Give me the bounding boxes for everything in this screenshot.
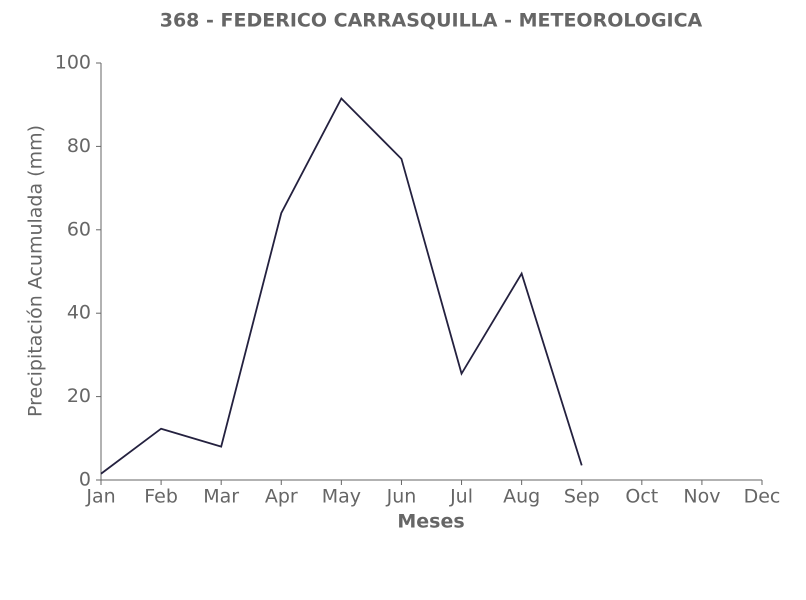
x-tick-label: Apr	[265, 486, 298, 508]
x-axis-label: Meses	[397, 511, 464, 533]
x-tick-label: Nov	[683, 486, 720, 508]
y-tick-label: 40	[67, 302, 91, 324]
y-tick-label: 60	[67, 218, 91, 240]
x-tick-label: Sep	[564, 486, 600, 508]
x-tick-label: Aug	[503, 486, 540, 508]
x-tick-label: Jul	[449, 486, 473, 508]
x-tick-label: Jun	[386, 486, 417, 508]
y-tick-label: 0	[79, 469, 91, 491]
y-tick-label: 100	[55, 52, 91, 74]
x-tick-label: Dec	[744, 486, 781, 508]
y-tick-label: 20	[67, 385, 91, 407]
chart-title: 368 - FEDERICO CARRASQUILLA - METEOROLOG…	[160, 10, 703, 32]
line-series	[100, 96, 583, 475]
x-tick-label: Feb	[144, 486, 178, 508]
x-tick-label: Oct	[625, 486, 658, 508]
x-tick-label: May	[322, 486, 361, 508]
x-tick-label: Mar	[203, 486, 239, 508]
x-tick-label: Jan	[85, 486, 115, 508]
y-tick-label: 80	[67, 135, 91, 157]
y-axis-label: Precipitación Acumulada (mm)	[25, 125, 47, 417]
